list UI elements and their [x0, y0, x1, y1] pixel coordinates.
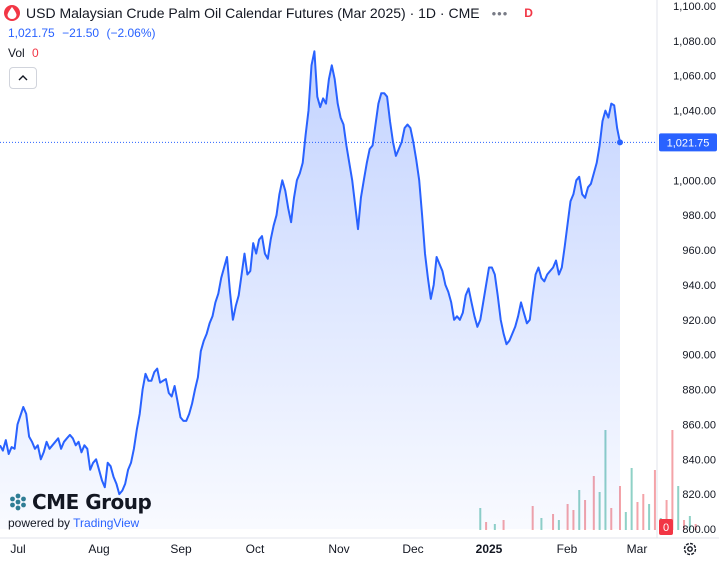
- x-tick-label: 2025: [476, 542, 503, 556]
- x-tick-label: Aug: [88, 542, 109, 556]
- watermark: CME Group powered by TradingView: [8, 490, 152, 530]
- y-tick-label: 940.00: [682, 280, 716, 292]
- price-line-info: 1,021.75 −21.50 (−2.06%): [8, 26, 159, 40]
- y-tick-label: 980.00: [682, 210, 716, 222]
- volume-bar: [630, 468, 633, 530]
- volume-bar: [683, 520, 686, 530]
- volume-bar: [642, 494, 645, 530]
- price-line: [0, 50, 621, 496]
- volume-label: Vol: [8, 46, 25, 60]
- chart-title[interactable]: USD Malaysian Crude Palm Oil Calendar Fu…: [26, 5, 480, 21]
- x-tick-label: Feb: [557, 542, 578, 556]
- settings-icon[interactable]: [682, 541, 698, 557]
- volume-bar: [688, 516, 691, 530]
- last-price-label-bg: [659, 133, 717, 152]
- last-price-dot: [617, 139, 623, 146]
- y-tick-label: 840.00: [682, 454, 716, 466]
- y-tick-label: 1,080.00: [673, 36, 716, 48]
- x-tick-label: Dec: [402, 542, 423, 556]
- price-area: [0, 51, 620, 530]
- x-axis[interactable]: Jul Aug Sep Oct Nov Dec 2025 Feb Mar: [10, 542, 647, 556]
- y-tick-label: 1,100.00: [673, 1, 716, 13]
- last-price-label-text: 1,021.75: [667, 137, 710, 149]
- volume-value: 0: [32, 46, 39, 60]
- y-tick-label: 1,060.00: [673, 71, 716, 83]
- volume-bar: [694, 524, 697, 530]
- collapse-button[interactable]: [9, 67, 37, 89]
- y-tick-label: 880.00: [682, 385, 716, 397]
- x-tick-label: Mar: [627, 542, 648, 556]
- y-tick-label: 1,000.00: [673, 175, 716, 187]
- y-tick-label: 960.00: [682, 245, 716, 257]
- y-tick-label: 820.00: [682, 489, 716, 501]
- volume-info[interactable]: Vol 0: [8, 46, 39, 60]
- volume-badge: 0: [659, 519, 673, 535]
- volume-bar: [665, 500, 668, 530]
- provider-text: TradingView: [73, 516, 140, 530]
- powered-by-text: powered by: [8, 516, 71, 530]
- y-tick-label: 860.00: [682, 419, 716, 431]
- volume-badge-text: 0: [663, 522, 669, 534]
- symbol-logo[interactable]: [4, 5, 20, 21]
- volume-bar: [677, 486, 680, 530]
- y-tick-label: 1,040.00: [673, 106, 716, 118]
- y-tick-label: 800.00: [682, 524, 716, 536]
- volume-bar: [653, 470, 656, 530]
- x-tick-label: Nov: [328, 542, 349, 556]
- cme-globe-icon: [10, 493, 26, 511]
- delay-badge: D: [524, 6, 533, 20]
- ellipsis-icon[interactable]: •••: [491, 5, 509, 21]
- chevron-up-icon: [18, 75, 28, 81]
- y-axis[interactable]: 1,100.001,080.001,060.001,040.001,020.00…: [673, 1, 716, 536]
- y-tick-label: 900.00: [682, 350, 716, 362]
- x-tick-label: Sep: [170, 542, 192, 556]
- volume-bar: [636, 502, 639, 530]
- last-price-text: 1,021.75: [8, 26, 55, 40]
- chart-header: USD Malaysian Crude Palm Oil Calendar Fu…: [4, 3, 533, 23]
- change-text: −21.50: [62, 26, 100, 40]
- volume-bar: [624, 512, 627, 530]
- volume-bar: [648, 504, 651, 530]
- volume-bar: [671, 430, 674, 530]
- y-tick-label: 920.00: [682, 315, 716, 327]
- volume-badge-bg: [659, 519, 673, 535]
- x-tick-label: Oct: [246, 542, 265, 556]
- watermark-name: CME Group: [32, 490, 152, 514]
- change-pct-text: (−2.06%): [106, 26, 156, 40]
- powered-by: powered by TradingView: [8, 516, 151, 530]
- x-tick-label: Jul: [10, 542, 25, 556]
- drop-icon: [7, 7, 17, 19]
- last-price-label: 1,021.75: [659, 133, 717, 152]
